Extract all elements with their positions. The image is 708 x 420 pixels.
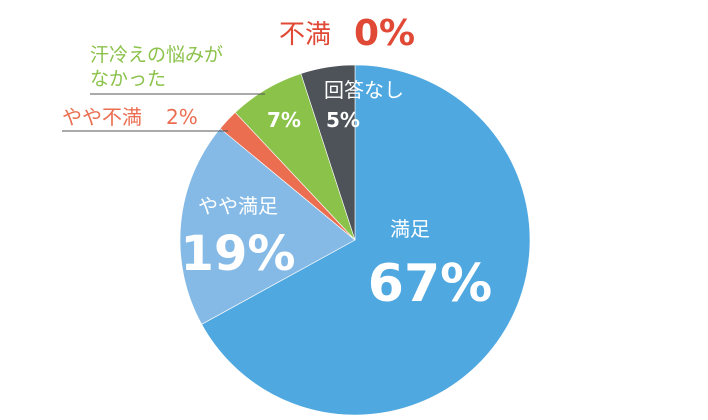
slice-label-line1-asebie: 汗冷えの悩みが [90, 44, 223, 66]
slice-label-kaitou-nashi: 回答なし [324, 78, 404, 102]
slice-value-yaya-manzoku: 19% [181, 226, 296, 282]
slice-label-yaya-manzoku: やや満足 [198, 194, 278, 218]
slice-label-fuman: 不満 [279, 20, 331, 50]
pie-slice-yaya-manzoku [179, 128, 356, 325]
pie-slice-kaitou-nashi [300, 64, 356, 241]
slice-label-manzoku: 満足 [390, 217, 430, 241]
slice-value-manzoku: 67% [368, 254, 492, 314]
slice-label-line2-asebie: なかった [90, 68, 166, 90]
slice-label-yaya-fuman: やや不満 [62, 105, 142, 129]
pie-slices [179, 64, 531, 416]
slice-value-fuman: 0% [354, 13, 415, 54]
slice-value-yaya-fuman: 2% [166, 105, 198, 129]
slice-value-kaitou-nashi: 5% [326, 108, 360, 132]
slice-value-asebie: 7% [267, 108, 301, 132]
pie-slice-manzoku [201, 64, 531, 416]
